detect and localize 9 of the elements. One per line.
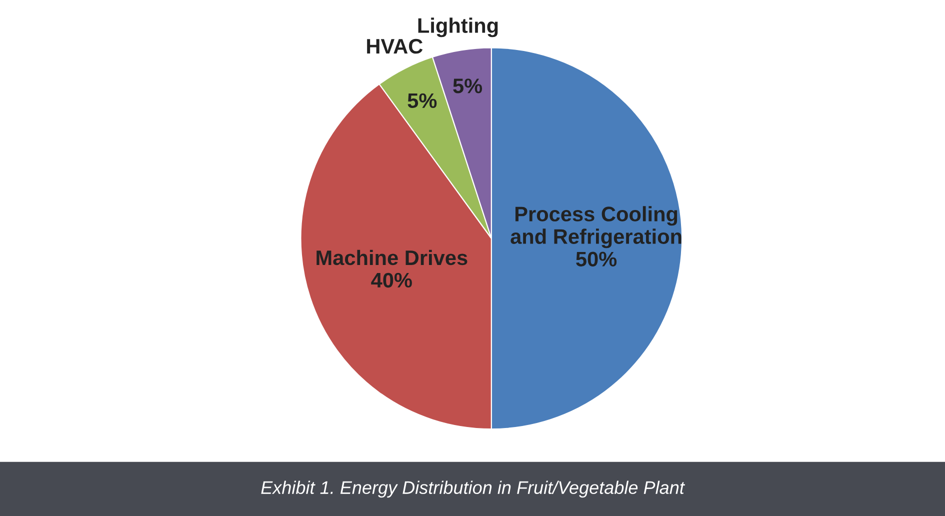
data-label: 50% bbox=[576, 252, 617, 266]
slice-label: Process Cooling and Refrigeration bbox=[510, 206, 682, 248]
slice-label: HVAC bbox=[367, 38, 423, 54]
data-label: 5% bbox=[453, 78, 482, 94]
text: Exhibit 1. Energy Distribution in Fruit/Vegetable Plant bbox=[261, 480, 686, 498]
data-label: 40% bbox=[371, 272, 412, 288]
data-label: 5% bbox=[408, 93, 437, 108]
slice-label: Machine Drives bbox=[316, 250, 468, 266]
slice-label: Lighting bbox=[418, 18, 498, 38]
